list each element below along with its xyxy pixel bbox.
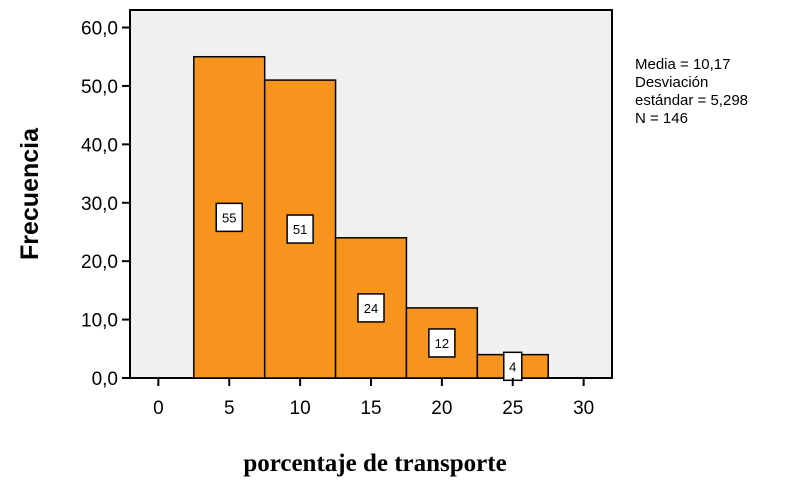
stats-line-deviation: Desviación: [635, 74, 708, 91]
y-tick-label-6: 60,0: [81, 19, 118, 40]
x-tick-label-6: 30: [573, 398, 594, 419]
x-tick-label-0: 0: [153, 398, 164, 419]
bar-label-4: 4: [509, 359, 516, 374]
bar-label-3: 12: [435, 336, 449, 351]
y-tick-label-4: 40,0: [81, 135, 118, 156]
x-tick-label-3: 15: [360, 398, 381, 419]
y-tick-label-0: 0,0: [92, 369, 118, 390]
bar-label-box-0: [215, 202, 243, 233]
y-tick-label-2: 20,0: [81, 252, 118, 273]
x-axis-title: porcentaje de transporte: [243, 450, 506, 477]
y-tick-label-1: 10,0: [81, 311, 118, 332]
x-tick-label-2: 10: [290, 398, 311, 419]
y-tick-label-3: 30,0: [81, 194, 118, 215]
y-tick-label-5: 50,0: [81, 77, 118, 98]
y-axis-title: Frecuencia: [16, 127, 44, 260]
bar-label-box-3: [428, 328, 456, 358]
bar-label-box-2: [357, 293, 385, 323]
x-axis: 0 5 10 15 20 25 30: [153, 378, 594, 419]
x-tick-label-1: 5: [224, 398, 235, 419]
bars-group: 55 51 24 12 4: [193, 55, 549, 382]
x-tick-label-4: 20: [431, 398, 452, 419]
x-tick-label-5: 25: [502, 398, 523, 419]
stats-box: Media = 10,17 Desviación estándar = 5,29…: [635, 56, 748, 127]
bar-label-2: 24: [364, 301, 378, 316]
bar-label-0: 55: [222, 210, 236, 225]
bar-label-box-1: [286, 214, 314, 244]
stats-line-mean: Media = 10,17: [635, 56, 731, 73]
stats-line-standard: estándar = 5,298: [635, 92, 748, 109]
stats-line-n: N = 146: [635, 110, 688, 127]
y-axis: 0,0 10,0 20,0 30,0 40,0 50,0 60,0: [81, 19, 130, 390]
bar-label-1: 51: [293, 222, 307, 237]
